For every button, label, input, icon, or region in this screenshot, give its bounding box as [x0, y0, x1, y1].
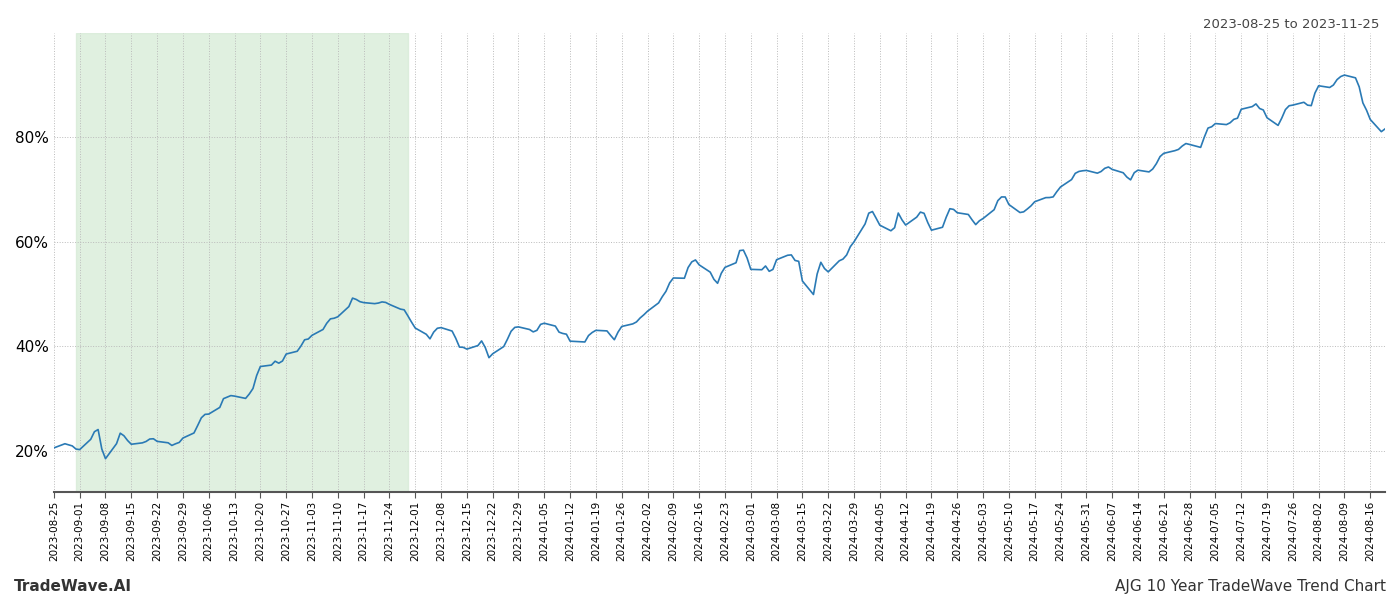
Bar: [76, 33, 407, 492]
Text: AJG 10 Year TradeWave Trend Chart: AJG 10 Year TradeWave Trend Chart: [1114, 579, 1386, 594]
Text: TradeWave.AI: TradeWave.AI: [14, 579, 132, 594]
Text: 2023-08-25 to 2023-11-25: 2023-08-25 to 2023-11-25: [1203, 18, 1379, 31]
